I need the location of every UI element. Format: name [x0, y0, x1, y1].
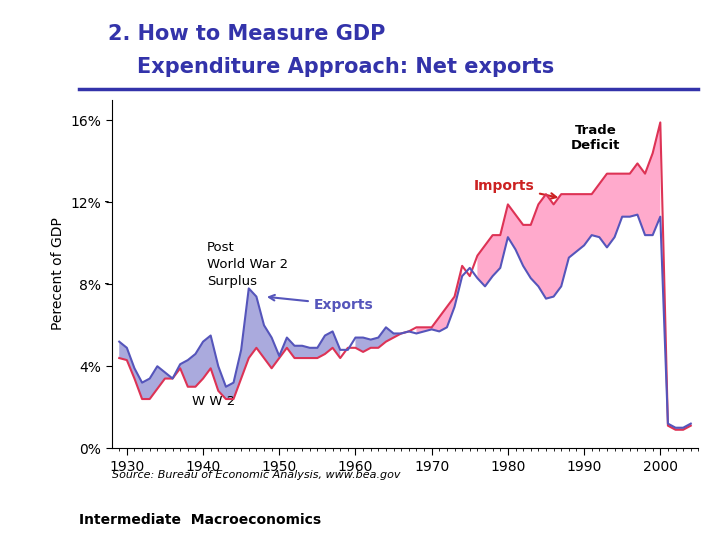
- Text: Imports: Imports: [474, 179, 557, 199]
- Text: Expenditure Approach: Net exports: Expenditure Approach: Net exports: [108, 57, 554, 77]
- Text: 2. How to Measure GDP: 2. How to Measure GDP: [108, 24, 385, 44]
- Y-axis label: Perecent of GDP: Perecent of GDP: [50, 218, 65, 330]
- Text: Source: Bureau of Economic Analysis, www.bea.gov: Source: Bureau of Economic Analysis, www…: [112, 470, 400, 480]
- Text: -: -: [99, 278, 109, 291]
- Text: -: -: [99, 195, 109, 210]
- Text: W W 2: W W 2: [192, 395, 235, 408]
- Text: Post
World War 2
Surplus: Post World War 2 Surplus: [207, 241, 288, 288]
- Text: Intermediate  Macroeconomics: Intermediate Macroeconomics: [79, 513, 321, 527]
- Text: Exports: Exports: [269, 295, 373, 312]
- Text: Trade
Deficit: Trade Deficit: [571, 125, 620, 152]
